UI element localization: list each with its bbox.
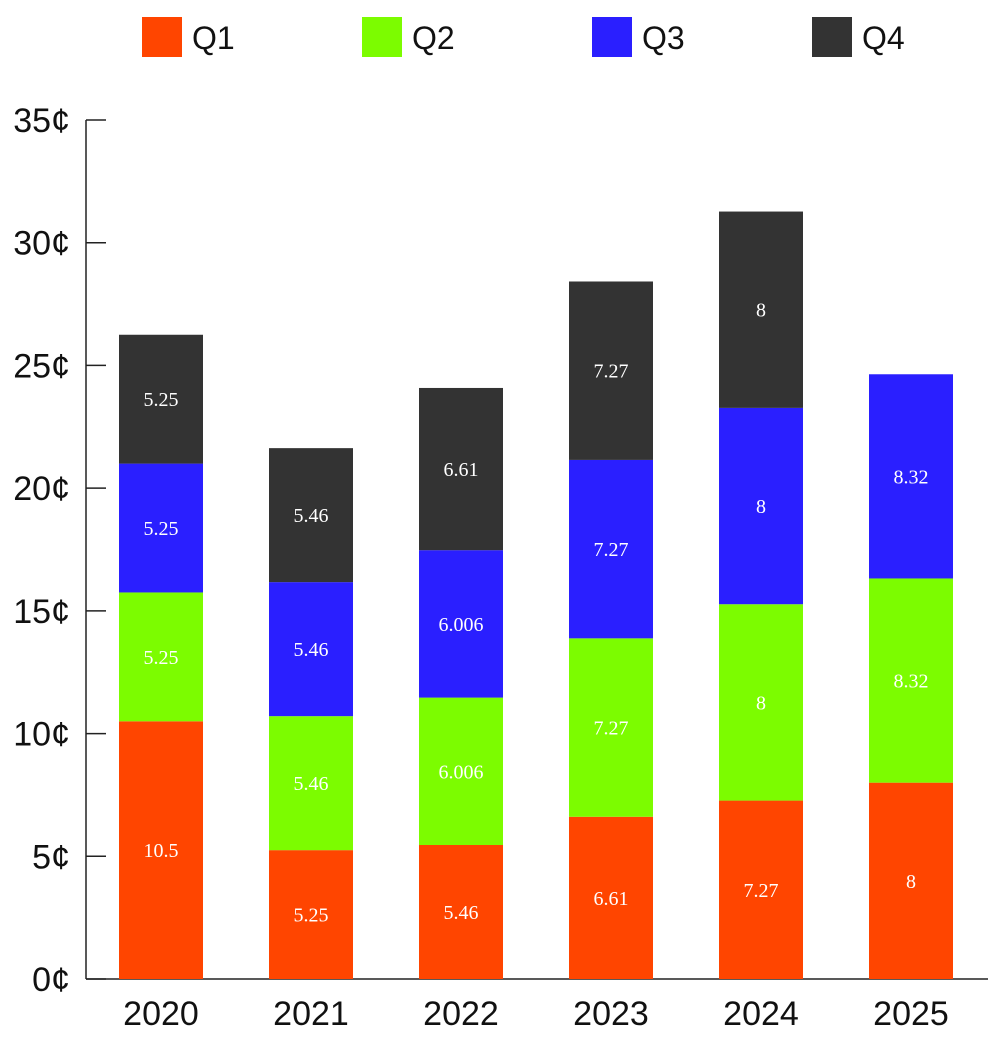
data-label-2022-q2: 6.006 [439,761,484,783]
legend-label-q2: Q2 [412,20,455,56]
bar-2021-q3 [269,582,353,717]
data-labels: 10.5 5.25 5.25 5.25 5.25 5.46 5.46 5.46 5.46 6.00… [144,300,929,927]
x-tick-label-2025: 2025 [873,995,949,1033]
data-label-2020-q3: 5.25 [144,518,179,540]
y-tick-label: 20¢ [13,470,70,508]
bar-2025-q3 [869,374,953,579]
data-label-2024-q3: 8 [756,496,766,518]
legend-label-q4: Q4 [862,20,905,56]
bar-2021-q4 [269,448,353,583]
x-tick-label-2020: 2020 [123,995,199,1033]
data-label-2022-q3: 6.006 [439,614,484,636]
data-label-2025-q3: 8.32 [894,466,929,488]
bar-2022-q4 [419,387,503,551]
bar-2024-q4 [719,211,803,408]
bar-2020-q2 [119,592,203,722]
bar-2022-q2 [419,697,503,845]
data-label-2023-q2: 7.27 [594,718,629,740]
data-label-2021-q3: 5.46 [294,639,329,661]
bar-2025-q2 [869,578,953,783]
bar-2020-q4 [119,334,203,464]
y-tick-label: 25¢ [13,347,70,385]
data-label-2022-q4: 6.61 [444,459,479,481]
data-label-2024-q4: 8 [756,300,766,322]
bars [119,211,953,979]
data-label-2021-q1: 5.25 [294,905,329,927]
y-tick-label: 10¢ [13,716,70,754]
legend-swatch-q4 [812,17,852,57]
data-label-2025-q2: 8.32 [894,671,929,693]
y-axis: 0¢ 5¢ 10¢ 15¢ 20¢ 25¢ 30¢ 35¢ [13,102,106,999]
x-tick-label-2024: 2024 [723,995,799,1033]
bar-2020-q1 [119,721,203,979]
data-label-2023-q3: 7.27 [594,539,629,561]
y-tick-label: 35¢ [13,102,70,140]
bar-2024-q1 [719,800,803,979]
bar-2021-q1 [269,850,353,979]
y-tick-label: 15¢ [13,593,70,631]
data-label-2020-q1: 10.5 [144,840,179,862]
data-label-2024-q1: 7.27 [744,880,779,902]
y-tick-label: 0¢ [32,961,70,999]
bar-2020-q3 [119,463,203,593]
data-label-2023-q1: 6.61 [594,888,629,910]
legend-label-q1: Q1 [192,20,235,56]
bar-2023-q2 [569,638,653,817]
y-tick-label: 5¢ [32,838,70,876]
x-tick-label-2022: 2022 [423,995,499,1033]
x-tick-label-2021: 2021 [273,995,349,1033]
data-label-2022-q1: 5.46 [444,902,479,924]
legend-label-q3: Q3 [642,20,685,56]
data-label-2020-q4: 5.25 [144,389,179,411]
legend-swatch-q3 [592,17,632,57]
bar-2025-q1 [869,782,953,979]
bar-2022-q3 [419,550,503,698]
data-label-2020-q2: 5.25 [144,647,179,669]
bar-2023-q1 [569,816,653,979]
legend: Q1 Q2 Q3 Q4 [142,17,905,57]
data-label-2021-q2: 5.46 [294,773,329,795]
x-axis: 2020 2021 2022 2023 2024 2025 [86,978,988,1033]
x-tick-label-2023: 2023 [573,995,649,1033]
bar-2023-q3 [569,459,653,639]
bar-2023-q4 [569,281,653,460]
legend-swatch-q1 [142,17,182,57]
y-tick-label: 30¢ [13,225,70,263]
data-label-2024-q2: 8 [756,692,766,714]
bar-2024-q2 [719,604,803,801]
data-label-2023-q4: 7.27 [594,361,629,383]
data-label-2021-q4: 5.46 [294,505,329,527]
bar-2022-q1 [419,844,503,979]
bar-2024-q3 [719,407,803,605]
data-label-2025-q1: 8 [906,871,916,893]
bar-2021-q2 [269,716,353,851]
legend-swatch-q2 [362,17,402,57]
